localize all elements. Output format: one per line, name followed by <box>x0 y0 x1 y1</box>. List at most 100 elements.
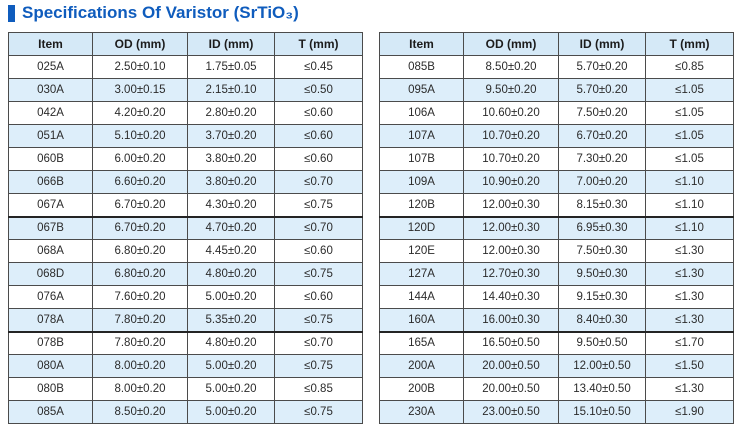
table-cell: 060B <box>8 147 93 171</box>
header-row: Item OD (mm) ID (mm) T (mm) <box>379 32 734 56</box>
table-row: 144A 14.40±0.30 9.15±0.30 ≤1.30 <box>379 285 734 309</box>
table-cell: 7.80±0.20 <box>92 308 188 332</box>
table-row: 030A 3.00±0.15 2.15±0.10 ≤0.50 <box>8 78 363 102</box>
table-cell: 067A <box>8 193 93 217</box>
table-cell: ≤0.85 <box>645 55 734 79</box>
table-cell: 7.50±0.30 <box>558 239 646 263</box>
table-cell: 230A <box>379 400 464 424</box>
table-cell: 4.80±0.20 <box>187 262 275 286</box>
table-cell: ≤1.30 <box>645 239 734 263</box>
table-row: 067B 6.70±0.20 4.70±0.20 ≤0.70 <box>8 215 363 240</box>
table-cell: 025A <box>8 55 93 79</box>
column-header: Item <box>379 32 464 56</box>
table-cell: ≤0.70 <box>274 330 363 355</box>
table-cell: ≤0.60 <box>274 101 363 125</box>
table-cell: 5.70±0.20 <box>558 55 646 79</box>
table-cell: 7.80±0.20 <box>92 330 188 355</box>
table-cell: ≤1.90 <box>645 400 734 424</box>
table-row: 025A 2.50±0.10 1.75±0.05 ≤0.45 <box>8 55 363 79</box>
table-cell: ≤0.60 <box>274 124 363 148</box>
table-cell: 6.00±0.20 <box>92 147 188 171</box>
page-title-text: Specifications Of Varistor (SrTiO₃) <box>22 2 299 22</box>
table-row: 120B 12.00±0.30 8.15±0.30 ≤1.10 <box>379 193 734 217</box>
table-cell: ≤1.70 <box>645 330 734 355</box>
table-cell: 14.40±0.30 <box>463 285 559 309</box>
table-cell: 3.00±0.15 <box>92 78 188 102</box>
table-cell: 3.70±0.20 <box>187 124 275 148</box>
table-row: 095A 9.50±0.20 5.70±0.20 ≤1.05 <box>379 78 734 102</box>
table-cell: ≤1.05 <box>645 78 734 102</box>
table-cell: 23.00±0.50 <box>463 400 559 424</box>
table-cell: ≤0.75 <box>274 262 363 286</box>
table-cell: 080A <box>8 354 93 378</box>
table-cell: ≤0.50 <box>274 78 363 102</box>
table-cell: ≤0.45 <box>274 55 363 79</box>
table-cell: 10.60±0.20 <box>463 101 559 125</box>
table-cell: 7.30±0.20 <box>558 147 646 171</box>
table-cell: ≤1.05 <box>645 124 734 148</box>
table-cell: 5.00±0.20 <box>187 354 275 378</box>
column-header: T (mm) <box>645 32 734 56</box>
table-cell: 120D <box>379 215 464 240</box>
header-row: Item OD (mm) ID (mm) T (mm) <box>8 32 363 56</box>
title-bullet-icon <box>8 4 15 22</box>
table-cell: 078A <box>8 308 93 332</box>
table-cell: 6.70±0.20 <box>92 215 188 240</box>
table-cell: ≤0.75 <box>274 193 363 217</box>
table-row: 078A 7.80±0.20 5.35±0.20 ≤0.75 <box>8 308 363 332</box>
table-cell: 165A <box>379 330 464 355</box>
table-cell: 144A <box>379 285 464 309</box>
table-row: 076A 7.60±0.20 5.00±0.20 ≤0.60 <box>8 285 363 309</box>
table-cell: ≤1.30 <box>645 262 734 286</box>
table-cell: 080B <box>8 377 93 401</box>
table-cell: 16.00±0.30 <box>463 308 559 332</box>
table-cell: 6.60±0.20 <box>92 170 188 194</box>
table-row: 042A 4.20±0.20 2.80±0.20 ≤0.60 <box>8 101 363 125</box>
table-cell: 2.80±0.20 <box>187 101 275 125</box>
table-cell: ≤1.30 <box>645 377 734 401</box>
table-cell: 20.00±0.50 <box>463 377 559 401</box>
column-header: ID (mm) <box>187 32 275 56</box>
table-cell: ≤0.60 <box>274 147 363 171</box>
table-cell: 5.10±0.20 <box>92 124 188 148</box>
table-cell: 106A <box>379 101 464 125</box>
table-cell: ≤0.60 <box>274 239 363 263</box>
spec-sheet: Specifications Of Varistor (SrTiO₃) Item… <box>8 2 734 424</box>
table-cell: 2.50±0.10 <box>92 55 188 79</box>
column-header: ID (mm) <box>558 32 646 56</box>
table-cell: 109A <box>379 170 464 194</box>
table-cell: 9.50±0.20 <box>463 78 559 102</box>
table-cell: 12.00±0.30 <box>463 239 559 263</box>
table-row: 085B 8.50±0.20 5.70±0.20 ≤0.85 <box>379 55 734 79</box>
column-header: Item <box>8 32 93 56</box>
table-row: 067A 6.70±0.20 4.30±0.20 ≤0.75 <box>8 193 363 217</box>
table-cell: ≤1.30 <box>645 308 734 332</box>
table-cell: 4.30±0.20 <box>187 193 275 217</box>
table-cell: 13.40±0.50 <box>558 377 646 401</box>
table-cell: ≤1.05 <box>645 101 734 125</box>
table-row: 080B 8.00±0.20 5.00±0.20 ≤0.85 <box>8 377 363 401</box>
table-cell: 4.70±0.20 <box>187 215 275 240</box>
table-cell: 7.50±0.20 <box>558 101 646 125</box>
table-cell: 5.35±0.20 <box>187 308 275 332</box>
table-cell: ≤0.85 <box>274 377 363 401</box>
table-row: 120E 12.00±0.30 7.50±0.30 ≤1.30 <box>379 239 734 263</box>
table-cell: 068A <box>8 239 93 263</box>
table-cell: 9.50±0.50 <box>558 330 646 355</box>
table-cell: 8.50±0.20 <box>92 400 188 424</box>
table-cell: 120E <box>379 239 464 263</box>
table-cell: 6.80±0.20 <box>92 239 188 263</box>
table-cell: 20.00±0.50 <box>463 354 559 378</box>
table-cell: ≤1.50 <box>645 354 734 378</box>
table-cell: 12.70±0.30 <box>463 262 559 286</box>
table-row: 200B 20.00±0.50 13.40±0.50 ≤1.30 <box>379 377 734 401</box>
table-row: 230A 23.00±0.50 15.10±0.50 ≤1.90 <box>379 400 734 424</box>
table-cell: 3.80±0.20 <box>187 147 275 171</box>
table-row: 160A 16.00±0.30 8.40±0.30 ≤1.30 <box>379 308 734 332</box>
table-cell: ≤1.05 <box>645 147 734 171</box>
table-cell: 12.00±0.50 <box>558 354 646 378</box>
table-cell: 1.75±0.05 <box>187 55 275 79</box>
table-cell: 085A <box>8 400 93 424</box>
table-row: 080A 8.00±0.20 5.00±0.20 ≤0.75 <box>8 354 363 378</box>
table-cell: 127A <box>379 262 464 286</box>
